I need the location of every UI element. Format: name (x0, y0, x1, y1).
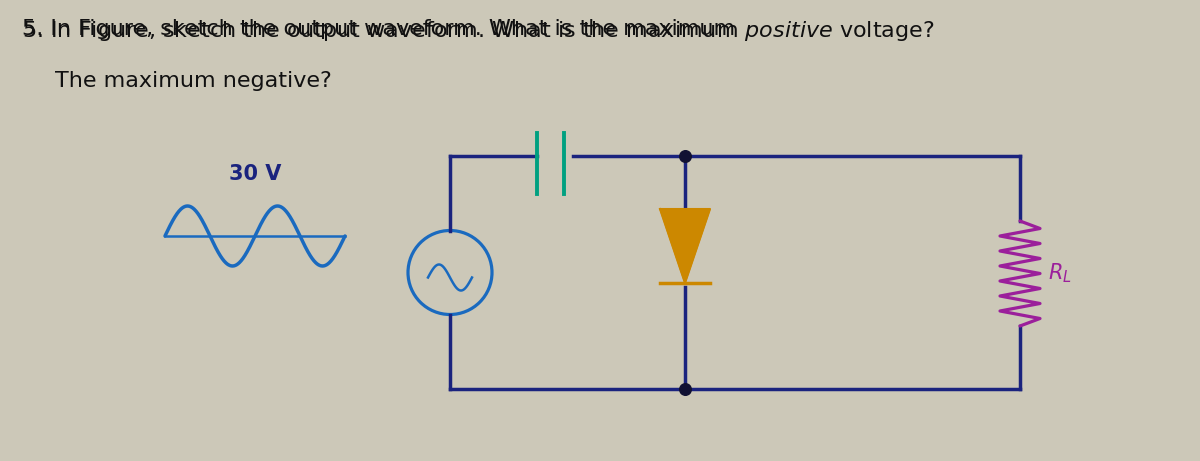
Text: 5. In Figure, sketch the output waveform. What is the maximum $\it{positive}$ vo: 5. In Figure, sketch the output waveform… (22, 19, 935, 43)
Text: 5. In Figure, sketch the output waveform. What is the maximum: 5. In Figure, sketch the output waveform… (22, 19, 743, 39)
Polygon shape (660, 209, 710, 283)
Point (676, 152, 695, 160)
Text: The maximum negative?: The maximum negative? (55, 71, 331, 91)
Point (676, 385, 695, 393)
Text: $R_L$: $R_L$ (1048, 262, 1072, 285)
Text: 30 V: 30 V (229, 164, 281, 184)
